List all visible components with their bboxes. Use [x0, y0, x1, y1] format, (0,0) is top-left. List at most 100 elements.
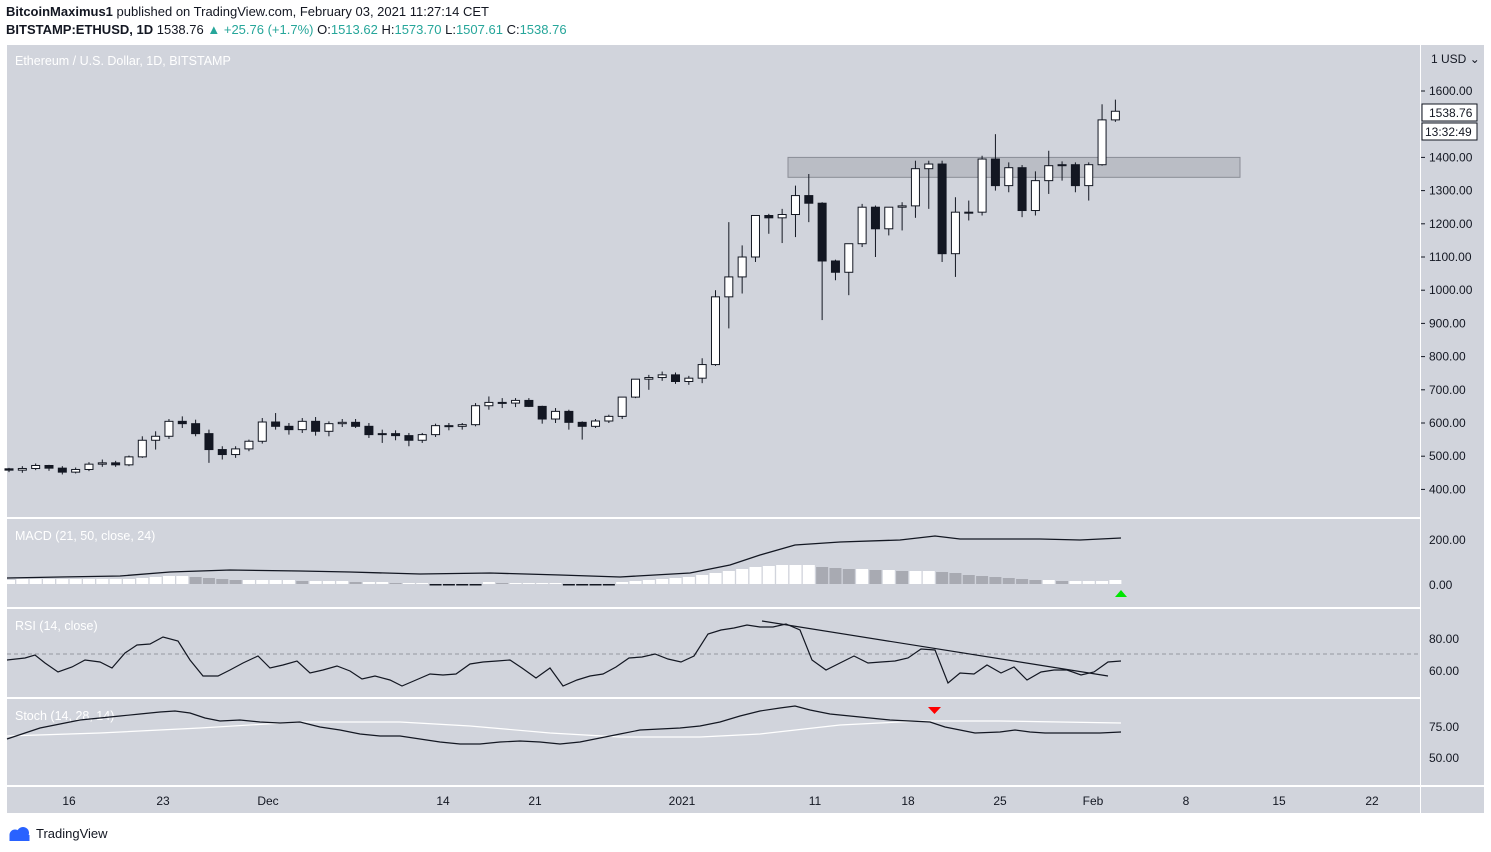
- time-tick: Dec: [257, 794, 278, 808]
- candle-up: [977, 158, 987, 213]
- candle-up: [737, 256, 747, 278]
- last-price-tag: [1421, 103, 1478, 122]
- macd-bar: [216, 579, 229, 584]
- candle-up: [924, 163, 934, 170]
- price-axis[interactable]: [1421, 45, 1484, 785]
- macd-bar: [962, 575, 975, 584]
- time-tick: 2021: [669, 794, 696, 808]
- candle-up: [1057, 164, 1067, 167]
- candle-up: [377, 433, 387, 436]
- candle-down: [870, 206, 880, 230]
- macd-bar: [402, 583, 415, 584]
- last-price: 1538.76: [156, 22, 204, 37]
- tradingview-footer[interactable]: TradingView: [8, 826, 108, 841]
- macd-bar: [162, 576, 175, 584]
- axis-corner: [1421, 787, 1484, 813]
- macd-bar: [949, 573, 962, 584]
- macd-bar: [122, 579, 135, 584]
- candle-up: [910, 168, 920, 207]
- candle-up: [164, 420, 174, 437]
- macd-bar: [482, 582, 495, 584]
- macd-bar: [989, 577, 1002, 584]
- candle-up: [1110, 110, 1120, 121]
- rsi-title: RSI (14, close): [15, 619, 98, 633]
- time-tick: 8: [1183, 794, 1190, 808]
- candle-up: [457, 424, 467, 427]
- candle-up: [1097, 119, 1107, 166]
- price-axis-labels: 1600.00 1400.00 1300.00 1200.00 1100.00 1000.…: [1421, 84, 1473, 496]
- macd-bar: [202, 578, 215, 584]
- high-label: H:: [381, 22, 395, 37]
- macd-bar: [69, 579, 82, 584]
- time-tick: 25: [993, 794, 1007, 808]
- candle-down: [804, 195, 814, 204]
- candle-down: [817, 202, 827, 262]
- symbol-label: BITSTAMP:ETHUSD, 1D: [6, 22, 154, 37]
- candle-down: [311, 420, 321, 432]
- low-value: 1507.61: [455, 22, 503, 37]
- candle-down: [204, 433, 214, 451]
- macd-bar: [136, 578, 149, 584]
- candle-down: [191, 423, 201, 435]
- candle-up: [137, 439, 147, 458]
- macd-title: MACD (21, 50, close, 24): [15, 529, 155, 543]
- price-tick: 900.00: [1429, 316, 1466, 330]
- candle-up: [417, 434, 427, 441]
- candle-up: [750, 215, 760, 258]
- rsi-trendline[interactable]: [761, 620, 1109, 677]
- candle-down: [524, 399, 534, 407]
- rsi-tick-60: 60.00: [1429, 664, 1459, 678]
- candle-down: [444, 425, 454, 428]
- candle-up: [337, 421, 347, 425]
- macd-bar: [149, 577, 162, 584]
- macd-bar: [656, 579, 669, 584]
- price-tick: 800.00: [1429, 350, 1466, 364]
- candle-up: [71, 468, 81, 473]
- candle-up: [950, 211, 960, 255]
- macd-bar: [3, 580, 15, 584]
- price-tick: 500.00: [1429, 449, 1466, 463]
- candle-up: [244, 440, 254, 450]
- macd-bar: [96, 579, 109, 584]
- macd-bar: [629, 581, 642, 584]
- publish-info: published on TradingView.com, February 0…: [116, 4, 489, 19]
- open-value: 1513.62: [330, 22, 378, 37]
- macd-bar: [576, 584, 589, 586]
- macd-bar: [469, 584, 482, 586]
- macd-bar: [56, 579, 69, 584]
- candle-down: [764, 215, 774, 219]
- time-axis[interactable]: [7, 787, 1420, 813]
- candle-up: [231, 448, 241, 456]
- macd-bar: [256, 580, 269, 584]
- author-name[interactable]: BitcoinMaximus1: [6, 4, 113, 19]
- time-tick: 18: [901, 794, 915, 808]
- macd-line: [6, 535, 1122, 579]
- candle-up: [897, 205, 907, 208]
- candle-up: [604, 415, 614, 422]
- candle-down: [391, 433, 401, 437]
- candle-up: [657, 374, 667, 379]
- macd-bar: [976, 576, 989, 584]
- rsi-pane[interactable]: [7, 609, 1420, 697]
- main-pane[interactable]: [7, 45, 1420, 517]
- price-tick: 1600.00: [1429, 84, 1473, 98]
- candle-up: [431, 425, 441, 436]
- candle-up: [697, 364, 707, 379]
- macd-bar: [242, 580, 255, 584]
- macd-bar: [322, 581, 335, 584]
- macd-bar: [442, 584, 455, 586]
- candle-up: [1044, 165, 1054, 182]
- candle-down: [177, 420, 187, 425]
- stoch-pane[interactable]: [7, 699, 1420, 785]
- candle-up: [551, 410, 561, 420]
- macd-pane[interactable]: [7, 519, 1420, 607]
- candle-down: [577, 421, 587, 427]
- candle-down: [351, 421, 361, 427]
- candle-down: [57, 467, 67, 473]
- candle-down: [111, 462, 121, 466]
- resistance-zone[interactable]: [787, 156, 1241, 178]
- stoch-tick-75: 75.00: [1429, 720, 1459, 734]
- time-tick: 22: [1365, 794, 1379, 808]
- macd-bar: [282, 580, 295, 584]
